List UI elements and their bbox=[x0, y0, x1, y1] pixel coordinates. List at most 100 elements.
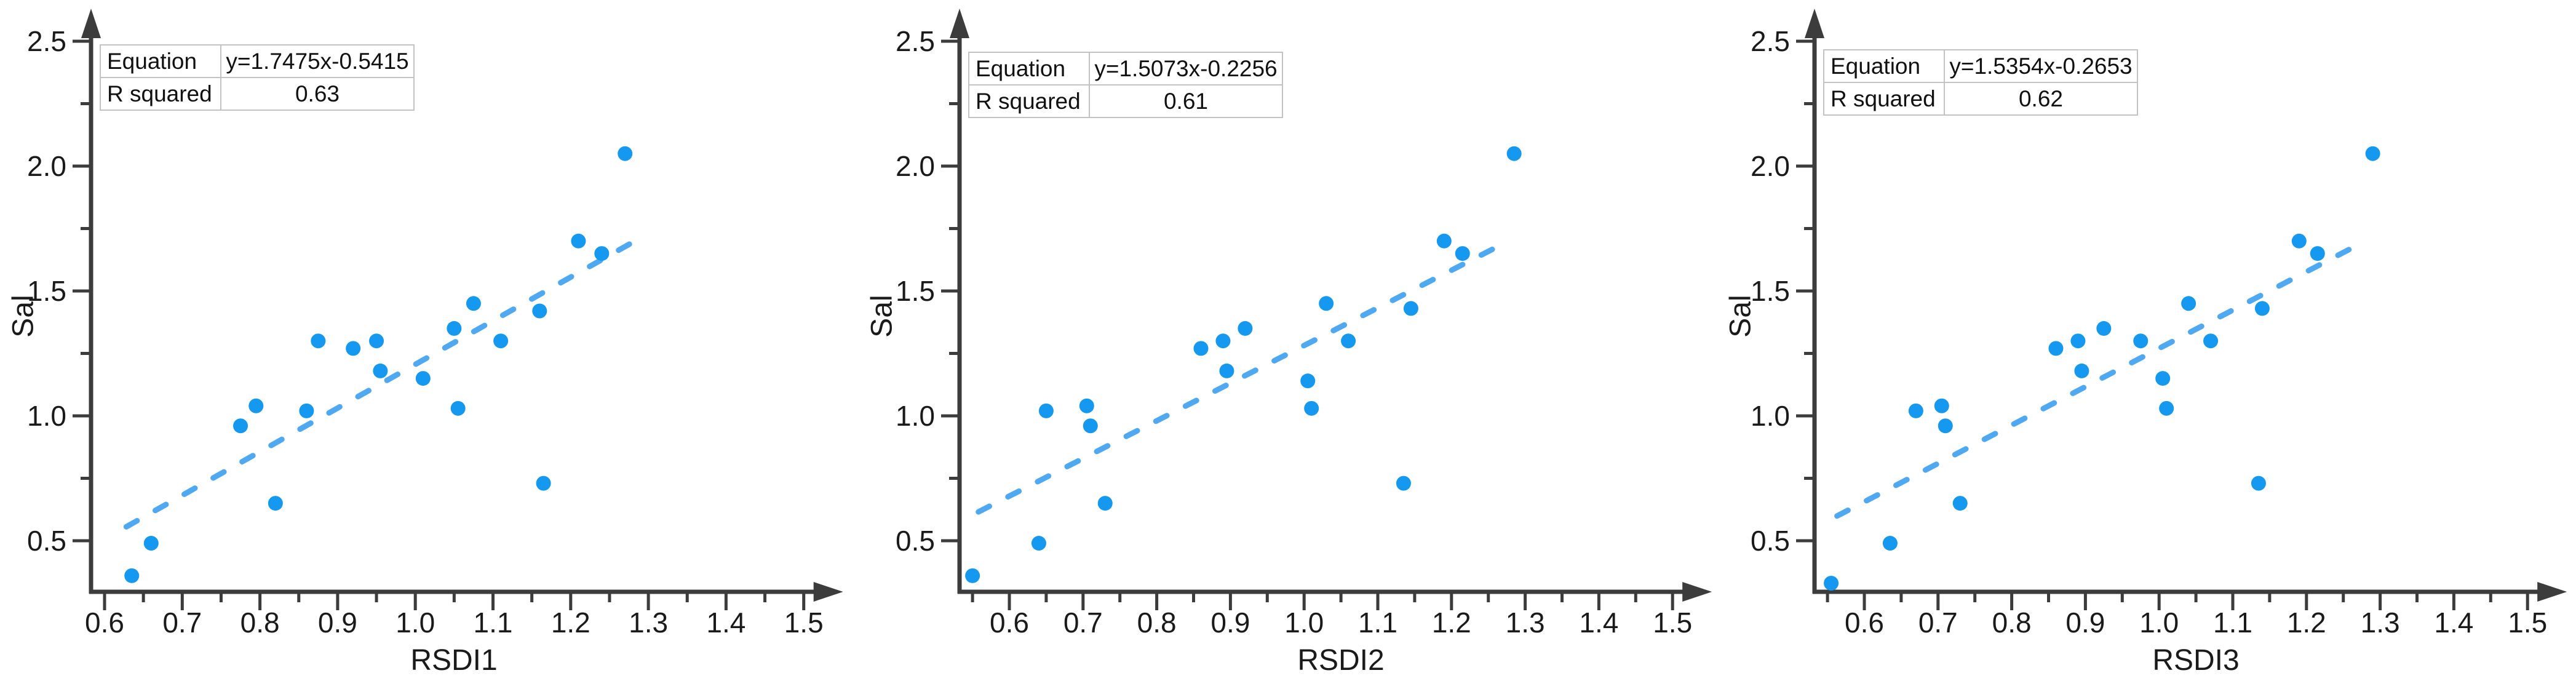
y-axis-arrow-icon bbox=[1805, 9, 1824, 38]
scatter-point bbox=[2070, 333, 2086, 349]
scatter-point bbox=[1079, 398, 1094, 413]
x-tick-label: 1.4 bbox=[2434, 607, 2473, 639]
scatter-point bbox=[493, 333, 509, 349]
scatter-point bbox=[1083, 418, 1098, 434]
scatter-point bbox=[594, 246, 610, 261]
x-tick-label: 1.3 bbox=[1506, 607, 1545, 639]
y-axis-title: Sal bbox=[865, 295, 899, 338]
scatter-point bbox=[2251, 476, 2266, 491]
scatter-point bbox=[532, 303, 547, 319]
x-tick-label: 0.9 bbox=[1210, 607, 1250, 639]
y-tick-label: 2.5 bbox=[27, 25, 66, 57]
y-tick-label: 1.5 bbox=[1751, 275, 1790, 307]
x-tick-label: 0.7 bbox=[162, 607, 202, 639]
legend-equation-value: y=1.5354x-0.2653 bbox=[1944, 49, 2138, 83]
x-tick-label: 1.5 bbox=[2508, 607, 2547, 639]
y-tick-label: 1.0 bbox=[27, 400, 66, 432]
x-tick-label: 1.2 bbox=[2287, 607, 2326, 639]
x-tick-label: 1.1 bbox=[2213, 607, 2252, 639]
x-axis-title: RSDI3 bbox=[2152, 644, 2240, 677]
x-tick-label: 1.1 bbox=[1358, 607, 1397, 639]
x-tick-label: 1.3 bbox=[2361, 607, 2400, 639]
y-tick-label: 2.0 bbox=[1751, 150, 1790, 182]
chart-rsdi3: 0.6 0.7 0.8 0.9 1.0 1.1 1.2 1.3 1.4 1.5 0.5 1.0 1.5 2… bbox=[1717, 0, 2576, 681]
x-axis-title: RSDI1 bbox=[410, 644, 498, 677]
legend-table: Equation y=1.5073x-0.2256 R squared 0.61 bbox=[968, 52, 1283, 118]
scatter-point bbox=[1304, 400, 1319, 416]
scatter-point bbox=[1952, 496, 1968, 511]
scatter-point bbox=[1238, 321, 1253, 336]
legend-r-squared-label: R squared bbox=[100, 77, 221, 111]
scatter-point bbox=[1882, 536, 1898, 551]
scatter-point bbox=[536, 476, 551, 491]
legend-r-squared-value: 0.62 bbox=[1944, 82, 2138, 116]
x-tick-label: 0.8 bbox=[241, 607, 280, 639]
x-tick-label: 1.5 bbox=[784, 607, 824, 639]
y-tick-label: 1.5 bbox=[27, 275, 66, 307]
x-tick-label: 0.6 bbox=[1845, 607, 1884, 639]
scatter-point bbox=[299, 403, 314, 418]
legend-table: Equation y=1.7475x-0.5415 R squared 0.63 bbox=[100, 44, 415, 111]
x-tick-label: 1.4 bbox=[1579, 607, 1618, 639]
scatter-point bbox=[1038, 403, 1054, 418]
scatter-point bbox=[1396, 476, 1411, 491]
legend-table: Equation y=1.5354x-0.2653 R squared 0.62 bbox=[1823, 49, 2138, 116]
y-tick-label: 0.5 bbox=[896, 525, 935, 557]
scatter-point bbox=[369, 333, 384, 349]
x-tick-label: 1.1 bbox=[474, 607, 513, 639]
scatter-point bbox=[1908, 403, 1923, 418]
x-axis-title: RSDI2 bbox=[1297, 644, 1385, 677]
scatter-point bbox=[1300, 373, 1316, 389]
x-tick-label: 1.3 bbox=[629, 607, 668, 639]
x-axis-arrow-icon bbox=[1682, 582, 1712, 602]
x-tick-label: 0.6 bbox=[990, 607, 1029, 639]
scatter-point bbox=[1436, 233, 1452, 249]
scatter-point bbox=[2254, 301, 2270, 316]
legend-equation-row: Equation y=1.7475x-0.5415 bbox=[100, 44, 415, 78]
scatter-point bbox=[1455, 246, 1470, 261]
chart-rsdi1: 0.6 0.7 0.8 0.9 1.0 1.1 1.2 1.3 1.4 1.5 0.5 1.0 1.5 2… bbox=[0, 0, 859, 681]
y-axis-arrow-icon bbox=[81, 9, 101, 38]
scatter-point bbox=[1031, 536, 1046, 551]
scatter-point bbox=[466, 296, 481, 311]
scatter-point bbox=[311, 333, 326, 349]
scatter-point bbox=[1506, 146, 1522, 161]
scatter-point bbox=[2181, 296, 2196, 311]
x-tick-label: 0.7 bbox=[1063, 607, 1103, 639]
scatter-point bbox=[1219, 363, 1234, 378]
scatter-point bbox=[1341, 333, 1356, 349]
legend-equation-value: y=1.5073x-0.2256 bbox=[1089, 52, 1283, 86]
scatter-point bbox=[415, 371, 431, 386]
scatter-point bbox=[1934, 398, 1949, 413]
scatter-point bbox=[618, 146, 633, 161]
scatter-point bbox=[373, 363, 388, 378]
legend-r-squared-row: R squared 0.62 bbox=[1823, 82, 2138, 116]
legend-equation-row: Equation y=1.5354x-0.2653 bbox=[1823, 49, 2138, 83]
y-tick-label: 2.0 bbox=[27, 150, 66, 182]
scatter-point bbox=[1215, 333, 1231, 349]
x-axis-arrow-icon bbox=[2537, 582, 2567, 602]
scatter-point bbox=[143, 536, 159, 551]
trend-line bbox=[1834, 242, 2359, 519]
legend-r-squared-row: R squared 0.63 bbox=[100, 77, 415, 111]
scatter-point bbox=[1824, 576, 1839, 591]
x-tick-label: 1.2 bbox=[551, 607, 590, 639]
scatter-point bbox=[2074, 363, 2089, 378]
x-tick-label: 0.9 bbox=[2065, 607, 2105, 639]
legend-equation-label: Equation bbox=[100, 44, 221, 78]
y-tick-label: 1.5 bbox=[896, 275, 935, 307]
scatter-point bbox=[248, 398, 264, 413]
legend-r-squared-label: R squared bbox=[1823, 82, 1945, 116]
legend-r-squared-value: 0.63 bbox=[220, 77, 415, 111]
scatter-plot-rsdi2: 0.6 0.7 0.8 0.9 1.0 1.1 1.2 1.3 1.4 1.5 0.5 1.0 1.5 2… bbox=[896, 9, 1712, 639]
scatter-point bbox=[2133, 333, 2149, 349]
y-axis-arrow-icon bbox=[950, 9, 969, 38]
legend-equation-row: Equation y=1.5073x-0.2256 bbox=[968, 52, 1283, 86]
scatter-point bbox=[965, 568, 980, 583]
x-tick-label: 1.0 bbox=[1284, 607, 1324, 639]
scatter-point bbox=[1938, 418, 1953, 434]
x-axis-arrow-icon bbox=[813, 582, 843, 602]
scatter-point bbox=[124, 568, 140, 583]
scatter-point bbox=[571, 233, 586, 249]
legend-equation-value: y=1.7475x-0.5415 bbox=[220, 44, 415, 78]
